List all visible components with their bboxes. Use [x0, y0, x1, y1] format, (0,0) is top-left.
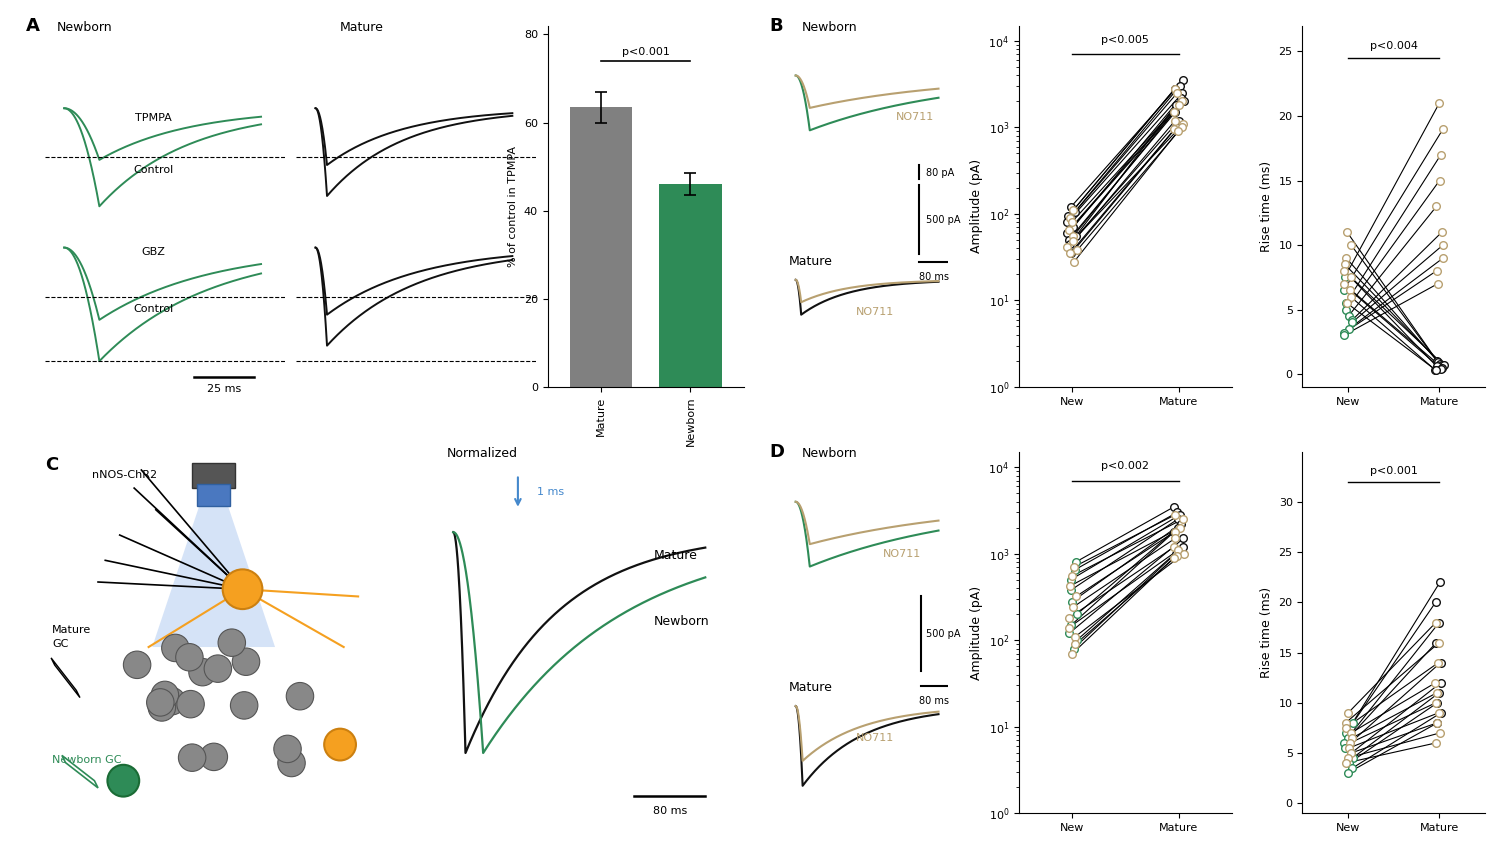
Text: p<0.004: p<0.004 — [1370, 41, 1417, 51]
Text: Control: Control — [134, 164, 172, 175]
Text: GBZ: GBZ — [141, 247, 165, 258]
Text: B: B — [770, 16, 783, 34]
Bar — [192, 463, 236, 488]
Y-axis label: Rise time (ms): Rise time (ms) — [1260, 587, 1274, 678]
Text: A: A — [26, 17, 39, 35]
Text: 80 ms: 80 ms — [920, 696, 950, 706]
Bar — [570, 107, 633, 387]
Text: Newborn: Newborn — [57, 21, 112, 34]
Text: 25 ms: 25 ms — [207, 384, 242, 395]
Text: 80 pA: 80 pA — [926, 168, 954, 178]
Text: 500 pA: 500 pA — [926, 215, 960, 225]
Text: TPMPA: TPMPA — [135, 113, 171, 123]
Text: Newborn: Newborn — [654, 615, 710, 627]
Text: 1 ms: 1 ms — [537, 487, 564, 497]
Text: nNOS-ChR2: nNOS-ChR2 — [92, 471, 158, 480]
Circle shape — [152, 681, 178, 709]
Text: p<0.002: p<0.002 — [1101, 461, 1149, 472]
Text: p<0.001: p<0.001 — [622, 46, 670, 56]
Circle shape — [200, 743, 228, 770]
Circle shape — [148, 693, 176, 721]
Text: Control: Control — [134, 304, 172, 314]
Text: Newborn GC: Newborn GC — [53, 755, 122, 764]
Text: NO711: NO711 — [884, 549, 921, 559]
Circle shape — [158, 687, 186, 715]
Circle shape — [231, 692, 258, 719]
Text: p<0.005: p<0.005 — [1101, 35, 1149, 45]
Y-axis label: Amplitude (pA): Amplitude (pA) — [970, 159, 982, 253]
Circle shape — [286, 682, 314, 710]
Text: 80 ms: 80 ms — [652, 805, 687, 816]
Circle shape — [162, 634, 189, 662]
Text: 500 pA: 500 pA — [926, 629, 960, 639]
Circle shape — [204, 655, 231, 682]
Text: 80 ms: 80 ms — [918, 272, 948, 282]
Circle shape — [189, 658, 216, 686]
Bar — [198, 484, 230, 506]
Text: Mature: Mature — [53, 625, 92, 634]
Circle shape — [217, 629, 246, 657]
Text: NO711: NO711 — [856, 733, 894, 743]
Circle shape — [324, 728, 356, 760]
Text: NO711: NO711 — [897, 112, 934, 122]
Text: Mature: Mature — [789, 255, 832, 268]
Y-axis label: % of control in TPMPA: % of control in TPMPA — [509, 146, 518, 267]
Circle shape — [108, 764, 140, 797]
Circle shape — [147, 689, 174, 716]
Text: p<0.001: p<0.001 — [1370, 466, 1417, 476]
Text: NO711: NO711 — [856, 306, 894, 317]
Circle shape — [178, 744, 206, 771]
Text: Normalized: Normalized — [447, 447, 518, 460]
Polygon shape — [51, 658, 80, 698]
Polygon shape — [152, 463, 274, 647]
Text: Mature: Mature — [339, 21, 384, 34]
Text: C: C — [45, 455, 58, 473]
Circle shape — [274, 735, 302, 763]
Polygon shape — [62, 755, 98, 788]
Y-axis label: Rise time (ms): Rise time (ms) — [1260, 161, 1274, 252]
Circle shape — [278, 749, 304, 776]
Text: GC: GC — [53, 639, 69, 649]
Circle shape — [177, 691, 204, 718]
Text: Mature: Mature — [654, 550, 698, 562]
Y-axis label: Amplitude (pA): Amplitude (pA) — [970, 586, 982, 680]
Bar — [658, 184, 722, 387]
Text: D: D — [770, 443, 784, 461]
Circle shape — [232, 648, 260, 675]
Circle shape — [123, 651, 152, 679]
Circle shape — [222, 569, 262, 609]
Text: Mature: Mature — [789, 681, 832, 694]
Circle shape — [176, 644, 202, 671]
Text: Newborn: Newborn — [802, 447, 858, 460]
Text: Newborn: Newborn — [802, 21, 858, 33]
